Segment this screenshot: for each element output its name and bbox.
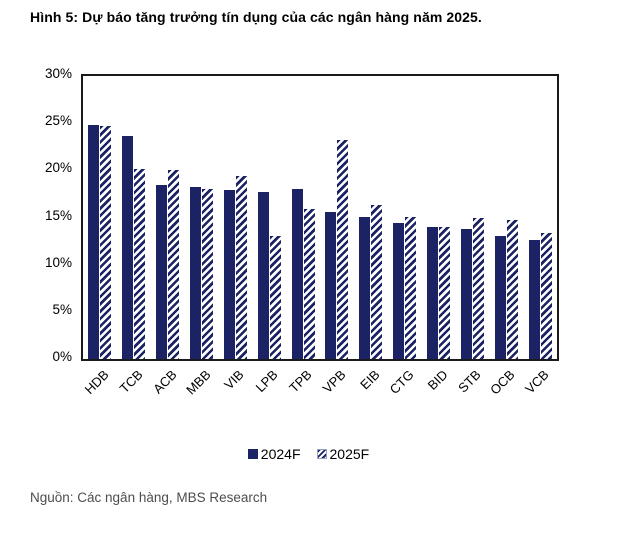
x-axis-label-hdb: HDB xyxy=(81,367,112,398)
x-axis-label-tcb: TCB xyxy=(116,367,146,396)
figure-title: Hình 5: Dự báo tăng trưởng tín dụng của … xyxy=(30,9,482,25)
y-tick-label: 0% xyxy=(52,349,72,364)
x-axis-label-vcb: VCB xyxy=(522,367,552,397)
bar-2025f-vcb xyxy=(540,232,552,359)
x-axis-label-vib: VIB xyxy=(221,367,247,393)
x-axis-label-lpb: LPB xyxy=(252,367,281,395)
bar-2024f-tpb xyxy=(291,189,303,359)
bar-2025f-tpb xyxy=(303,209,315,359)
bar-2025f-eib xyxy=(371,205,383,359)
legend-item-2024f: 2024F xyxy=(247,446,301,462)
bar-2025f-acb xyxy=(168,170,180,359)
y-tick-label: 5% xyxy=(52,301,72,317)
bar-2025f-tcb xyxy=(134,169,146,359)
bar-2025f-vpb xyxy=(337,140,349,359)
bar-2025f-lpb xyxy=(269,236,281,359)
legend-label: 2024F xyxy=(260,446,301,462)
x-axis-label-tpb: TPB xyxy=(286,367,315,396)
legend-swatch-solid-icon xyxy=(247,449,258,459)
x-axis-label-eib: EIB xyxy=(356,367,383,393)
bar-2025f-hdb xyxy=(100,126,112,359)
bar-2024f-vib xyxy=(223,190,235,359)
bar-2025f-stb xyxy=(472,218,484,359)
bar-2024f-vcb xyxy=(528,240,540,359)
chart-legend: 2024F 2025F xyxy=(0,446,617,462)
y-tick-label: 10% xyxy=(44,254,72,270)
legend-label: 2025F xyxy=(329,446,370,462)
chart-plot-area xyxy=(81,74,559,361)
x-axis-label-ctg: CTG xyxy=(386,367,417,398)
bar-2025f-ctg xyxy=(405,216,417,359)
bar-2024f-vpb xyxy=(325,211,337,359)
bar-2024f-acb xyxy=(156,185,168,359)
x-axis-label-bid: BID xyxy=(424,367,451,393)
x-axis-label-mbb: MBB xyxy=(182,367,214,398)
bar-2024f-ocb xyxy=(494,236,506,359)
bar-2024f-tcb xyxy=(122,136,134,359)
bar-2024f-hdb xyxy=(88,125,100,359)
bar-2025f-bid xyxy=(439,226,450,359)
x-axis-label-acb: ACB xyxy=(149,367,180,397)
bar-2024f-bid xyxy=(427,226,438,359)
bar-2024f-ctg xyxy=(393,223,405,359)
bar-2024f-stb xyxy=(460,228,472,359)
x-axis-label-ocb: OCB xyxy=(487,367,518,398)
bar-2024f-mbb xyxy=(190,187,201,359)
x-axis-label-stb: STB xyxy=(455,367,484,396)
y-tick-label: 25% xyxy=(44,113,72,129)
bar-2024f-lpb xyxy=(257,192,269,359)
y-tick-label: 20% xyxy=(44,160,72,176)
bar-2024f-eib xyxy=(359,216,371,359)
bar-2025f-mbb xyxy=(202,189,213,359)
bar-2025f-ocb xyxy=(506,220,518,359)
x-axis-label-vpb: VPB xyxy=(319,367,349,397)
legend-item-2025f: 2025F xyxy=(316,446,370,462)
y-tick-label: 15% xyxy=(44,207,72,223)
legend-swatch-hatched-icon xyxy=(316,449,327,459)
y-tick-label: 30% xyxy=(44,66,72,81)
source-text: Nguồn: Các ngân hàng, MBS Research xyxy=(30,490,268,505)
bar-2025f-vib xyxy=(235,176,247,359)
